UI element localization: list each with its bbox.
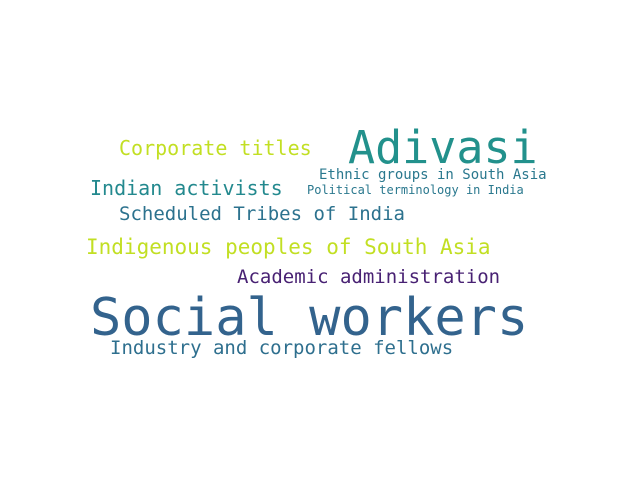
word-political-terminology: Political terminology in India [307, 183, 524, 197]
word-adivasi: Adivasi [348, 121, 538, 174]
word-social-workers: Social workers [90, 288, 529, 348]
word-academic-administration: Academic administration [237, 266, 501, 288]
word-ethnic-groups: Ethnic groups in South Asia [319, 167, 547, 183]
word-indigenous-peoples: Indigenous peoples of South Asia [86, 235, 491, 259]
word-scheduled-tribes: Scheduled Tribes of India [119, 203, 405, 225]
word-corporate-titles: Corporate titles [119, 136, 312, 160]
word-corporate-fellows: Industry and corporate fellows [110, 337, 454, 359]
word-indian-activists: Indian activists [90, 176, 283, 200]
